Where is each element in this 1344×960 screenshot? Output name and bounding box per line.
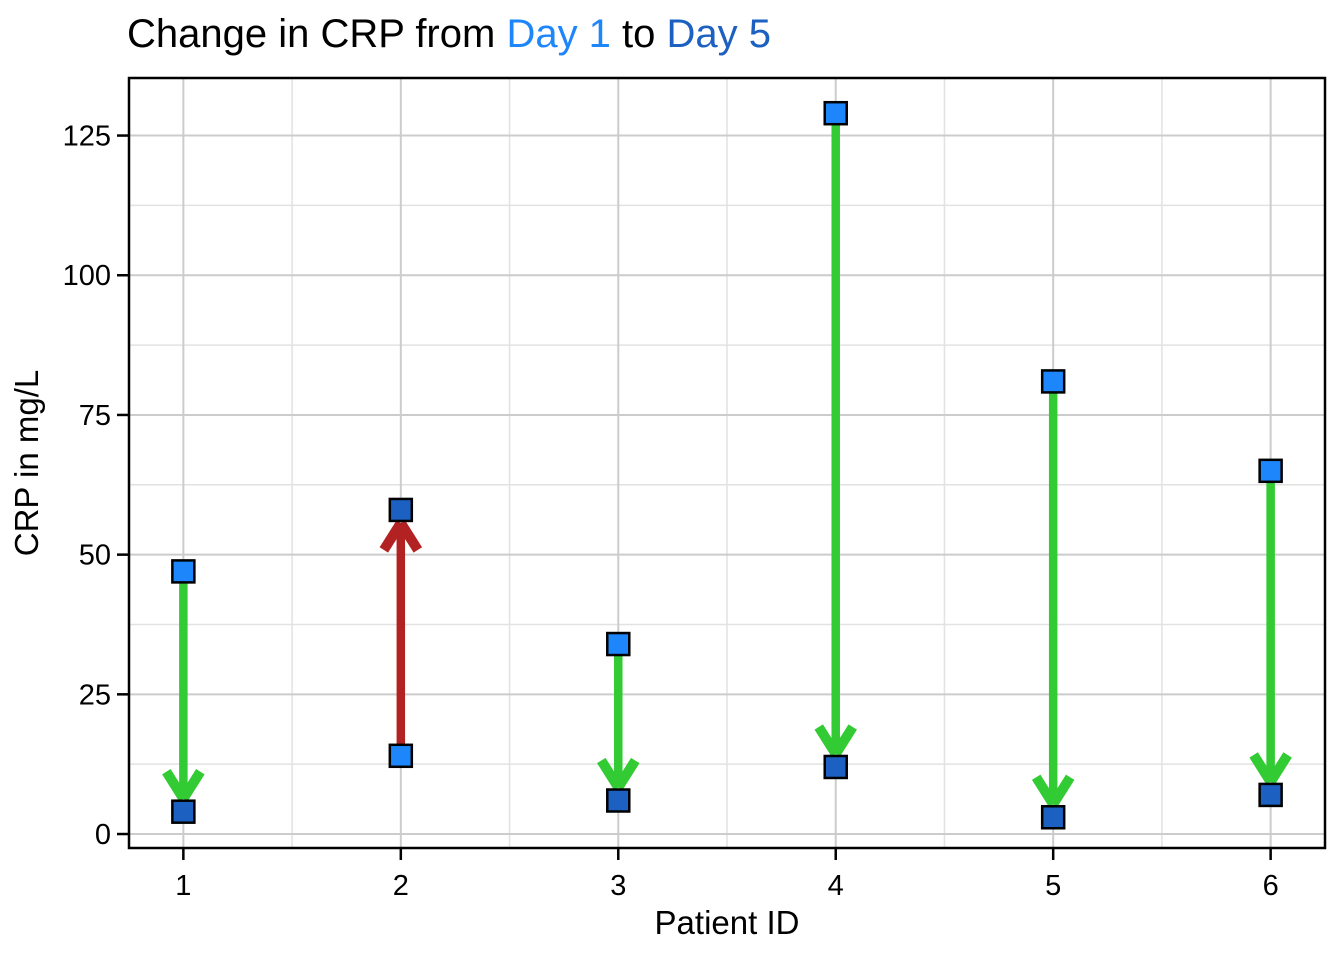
y-tick-label: 125	[63, 121, 111, 153]
x-tick-label: 4	[828, 870, 844, 902]
arrow-head-patient-6	[1266, 752, 1292, 785]
x-axis-title: Patient ID	[655, 904, 800, 941]
arrow-head-patient-5	[1048, 774, 1075, 807]
marker-day5-patient-3	[606, 788, 631, 813]
arrow-head-patient-2	[396, 520, 423, 553]
x-tick-label: 1	[175, 870, 191, 902]
marker-day5-patient-5	[1040, 805, 1066, 830]
y-tick-label: 25	[79, 679, 111, 711]
y-tick-label: 100	[63, 260, 111, 292]
y-tick-label: 75	[79, 400, 111, 432]
arrow-head-patient-1	[179, 769, 205, 802]
arrow-head-patient-4	[831, 724, 857, 757]
marker-day5-patient-6	[1258, 782, 1283, 808]
marker-day1-patient-6	[1258, 458, 1283, 484]
chart-title-text-2: to	[610, 12, 667, 56]
x-tick-label: 3	[610, 870, 626, 902]
chart-title-day5: Day 5	[666, 12, 772, 56]
marker-day1-patient-5	[1040, 369, 1066, 394]
y-axis-title: CRP in mg/L	[8, 370, 45, 556]
chart-title: Change in CRP from Day 1 to Day 5	[127, 8, 771, 60]
marker-day5-patient-2	[388, 497, 414, 523]
marker-day1-patient-4	[823, 100, 848, 126]
marker-day5-patient-4	[823, 754, 848, 780]
x-tick-label: 5	[1045, 870, 1061, 902]
marker-day1-patient-1	[171, 559, 196, 584]
chart-title-text-1: Change in CRP from	[127, 12, 507, 56]
marker-day1-patient-2	[388, 743, 414, 769]
marker-day5-patient-1	[171, 799, 196, 824]
arrow-head-patient-3	[614, 757, 640, 791]
y-tick-label: 0	[95, 819, 111, 851]
y-tick-label: 50	[79, 540, 111, 572]
plot-panel-border	[127, 76, 1327, 850]
marker-day1-patient-3	[606, 631, 631, 657]
x-tick-label: 2	[393, 870, 409, 902]
x-tick-label: 6	[1263, 870, 1279, 902]
chart-title-day1: Day 1	[506, 12, 611, 56]
